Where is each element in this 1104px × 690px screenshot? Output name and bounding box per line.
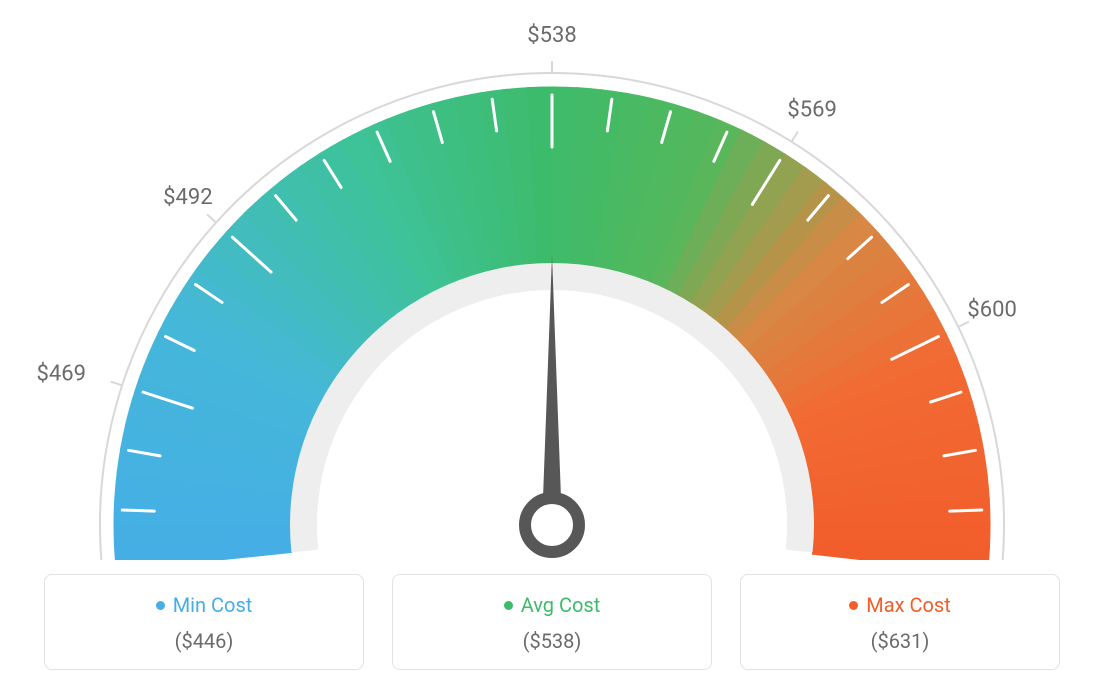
gauge-tick — [122, 510, 154, 511]
legend-title-min: Min Cost — [156, 593, 253, 617]
legend-label-min: Min Cost — [173, 593, 253, 617]
gauge-needle — [542, 255, 562, 525]
gauge-container: $446$469$492$538$569$600$631 — [0, 0, 1104, 560]
legend-card-avg: Avg Cost ($538) — [392, 574, 712, 670]
legend-label-max: Max Cost — [866, 593, 951, 617]
gauge-tick — [950, 510, 982, 511]
legend-dot-avg — [504, 601, 513, 610]
legend-label-avg: Avg Cost — [521, 593, 601, 617]
legend-value-min: ($446) — [57, 629, 351, 653]
gauge-tick-label: $492 — [163, 185, 212, 210]
legend-title-max: Max Cost — [849, 593, 951, 617]
legend-card-max: Max Cost ($631) — [740, 574, 1060, 670]
gauge-tick-label: $600 — [967, 298, 1016, 323]
gauge-tick-label: $569 — [787, 98, 836, 123]
legend-dot-max — [849, 601, 858, 610]
legend-value-max: ($631) — [753, 629, 1047, 653]
legend-card-min: Min Cost ($446) — [44, 574, 364, 670]
gauge-needle-hub — [525, 498, 579, 552]
legend-title-avg: Avg Cost — [504, 593, 601, 617]
gauge-chart: $446$469$492$538$569$600$631 — [0, 0, 1104, 560]
legend-row: Min Cost ($446) Avg Cost ($538) Max Cost… — [0, 574, 1104, 670]
gauge-tick-label: $538 — [527, 23, 576, 48]
gauge-tick-label: $469 — [37, 362, 86, 387]
legend-value-avg: ($538) — [405, 629, 699, 653]
legend-dot-min — [156, 601, 165, 610]
